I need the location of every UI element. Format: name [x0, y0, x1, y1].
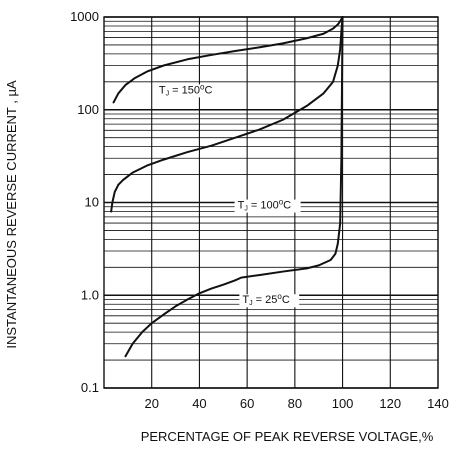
y-tick-label: 1000: [70, 9, 99, 24]
y-tick-label: 1.0: [81, 287, 99, 302]
x-tick-label: 20: [144, 396, 158, 411]
series-curve: [110, 16, 344, 213]
x-tick-label: 60: [240, 396, 254, 411]
series-curve: [124, 16, 344, 358]
y-tick-labels: 0.1 1.0 10 100 1000: [70, 9, 99, 395]
x-tick-label: 140: [427, 396, 449, 411]
plot-area: TJ = 150oC TJ = 100oC TJ = 25oC: [103, 16, 439, 389]
plot-frame: [103, 16, 439, 389]
x-tick-labels: 20 40 60 80 100 120 140: [144, 396, 448, 411]
x-tick-label: 80: [288, 396, 302, 411]
series-layer: TJ = 150oC TJ = 100oC TJ = 25oC: [110, 16, 344, 358]
minor-gridlines: [104, 20, 438, 361]
y-tick-label: 100: [77, 102, 99, 117]
series-label: TJ = 150oC: [159, 82, 213, 97]
y-tick-label: 0.1: [81, 380, 99, 395]
y-tick-label: 10: [85, 195, 99, 210]
x-tick-label: 40: [192, 396, 206, 411]
x-axis-title: PERCENTAGE OF PEAK REVERSE VOLTAGE,%: [141, 429, 434, 444]
series-label: TJ = 25oC: [242, 292, 289, 307]
series-label-bg: [239, 294, 300, 308]
x-tick-label: 100: [332, 396, 354, 411]
series-label: TJ = 100oC: [238, 198, 292, 213]
series-label-bg: [234, 199, 301, 213]
series-curve: [112, 16, 344, 104]
x-tick-label: 120: [379, 396, 401, 411]
series-label-bg: [155, 84, 222, 98]
y-axis-title: INSTANTANEOUS REVERSE CURRENT , µA: [4, 80, 19, 349]
